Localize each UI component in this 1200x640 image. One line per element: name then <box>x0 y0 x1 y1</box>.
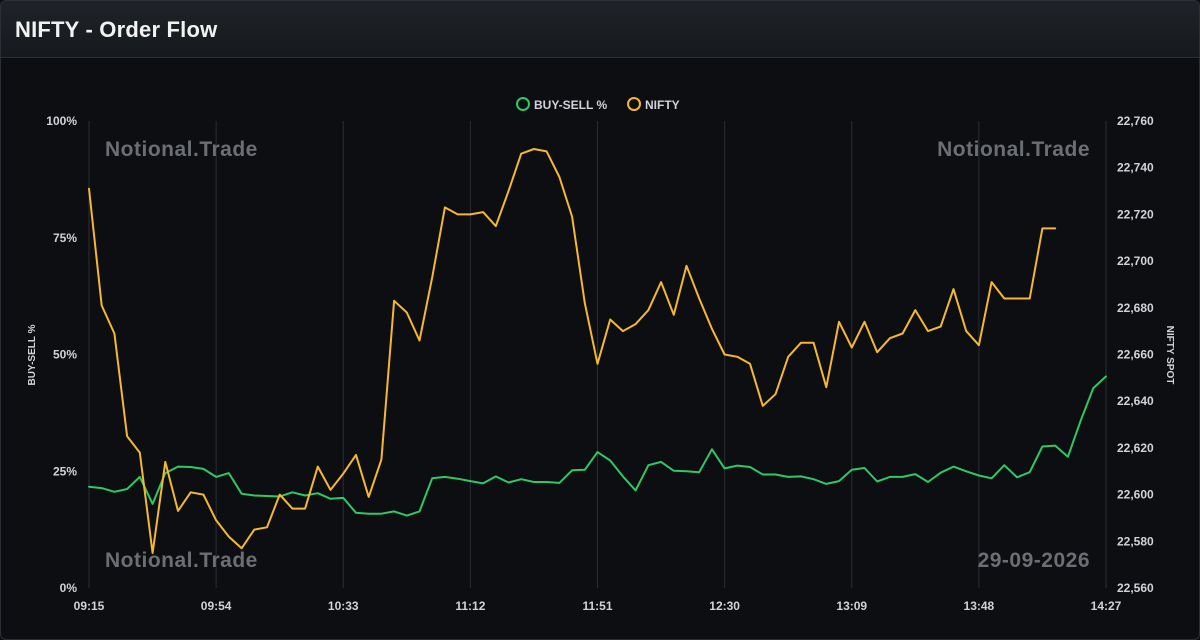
series-line-nifty <box>88 148 1057 554</box>
y-right-tick-label: 22,680 <box>1117 301 1154 315</box>
y-right-tick-label: 22,720 <box>1117 207 1154 221</box>
watermark-top-right: Notional.Trade <box>937 138 1090 161</box>
y-right-tick-label: 22,620 <box>1117 441 1154 455</box>
x-tick-label: 12:30 <box>709 599 740 613</box>
chart-date-label: 29-09-2026 <box>978 549 1090 572</box>
y-left-tick-label: 75% <box>53 231 77 245</box>
x-tick-label: 11:12 <box>455 599 485 613</box>
legend-marker-buy-sell <box>516 97 530 111</box>
y-right-tick-label: 22,660 <box>1117 348 1154 362</box>
x-tick-label: 09:15 <box>74 599 105 613</box>
x-tick-label: 09:54 <box>201 599 232 613</box>
grid-lines <box>88 121 1107 588</box>
legend-label-buy-sell: BUY-SELL % <box>534 98 607 112</box>
y-right-tick-label: 22,580 <box>1117 534 1154 548</box>
x-tick-label: 14:27 <box>1091 599 1122 613</box>
watermark-top-left: Notional.Trade <box>105 138 258 161</box>
series-line-buy-sell <box>88 375 1107 517</box>
legend-item-nifty[interactable]: NIFTY <box>627 97 680 112</box>
y-right-tick-label: 22,640 <box>1117 394 1154 408</box>
y-left-tick-label: 0% <box>60 581 78 595</box>
y-left-tick-label: 100% <box>46 114 77 128</box>
legend-label-nifty: NIFTY <box>645 98 680 112</box>
panel-header: NIFTY - Order Flow <box>1 1 1199 58</box>
x-tick-label: 11:51 <box>582 599 612 613</box>
y-right-tick-label: 22,760 <box>1117 114 1154 128</box>
y-left-tick-label: 50% <box>53 348 77 362</box>
legend-item-buy-sell[interactable]: BUY-SELL % <box>516 97 607 112</box>
watermark-bottom-left: Notional.Trade <box>105 549 258 572</box>
legend-marker-nifty <box>627 97 641 111</box>
y-left-tick-label: 25% <box>53 464 77 478</box>
y-right-tick-label: 22,600 <box>1117 488 1154 502</box>
y-left-axis-title: BUY-SELL % <box>27 324 38 385</box>
x-tick-label: 13:09 <box>836 599 867 613</box>
y-right-axis-title: NIFTY SPOT <box>1164 326 1175 385</box>
series-lines <box>88 148 1107 554</box>
page-title: NIFTY - Order Flow <box>15 17 218 42</box>
x-tick-label: 10:33 <box>328 599 359 613</box>
y-right-tick-label: 22,740 <box>1117 161 1154 175</box>
chart-legend: BUY-SELL % NIFTY <box>516 97 680 112</box>
axis-labels: BUY-SELL % NIFTY SPOT 09:15 09:54 10:33 11:… <box>27 114 1175 613</box>
y-right-tick-label: 22,700 <box>1117 254 1154 268</box>
x-tick-label: 13:48 <box>964 599 995 613</box>
y-right-tick-label: 22,560 <box>1117 581 1154 595</box>
watermark-layer: Notional.Trade Notional.Trade Notional.T… <box>105 138 1090 572</box>
